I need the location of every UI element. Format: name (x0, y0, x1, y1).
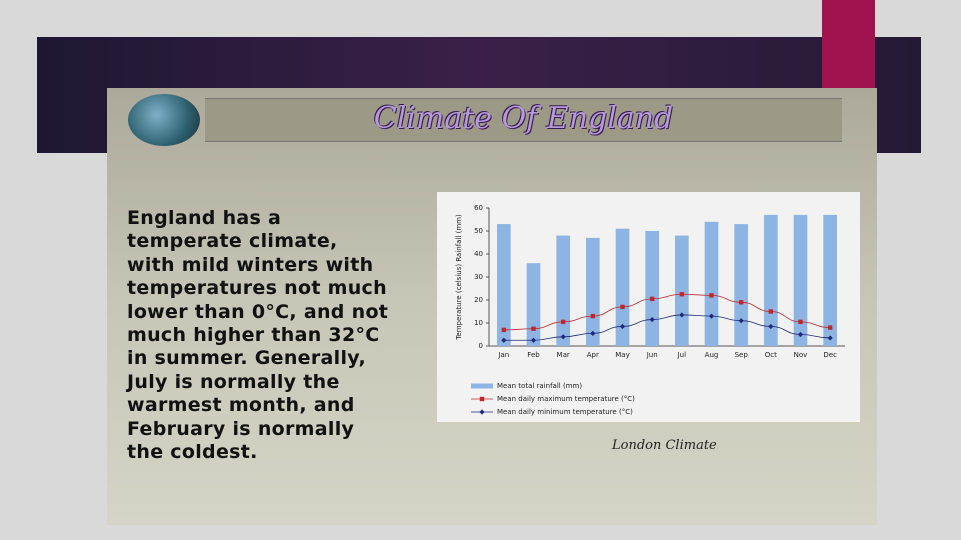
body-line: July is normally the (127, 370, 340, 393)
bar (675, 235, 689, 346)
bar (645, 231, 659, 346)
x-tick-label: Nov (794, 351, 808, 359)
bar (526, 263, 541, 346)
marker (768, 309, 774, 314)
body-line: warmest month, and (127, 394, 355, 417)
x-tick-label: Oct (765, 351, 777, 359)
bar (497, 224, 511, 346)
y-tick-label: 0 (479, 342, 483, 350)
body-line: temperate climate, (127, 230, 338, 253)
x-tick-label: Mar (557, 351, 570, 359)
y-axis-label: Temperature (celsius) Rainfall (mm) (455, 214, 463, 341)
x-tick-label: Jan (497, 351, 509, 359)
marker (560, 319, 566, 325)
body-line: in summer. Generally, (127, 347, 367, 370)
caption: London Climate (612, 438, 717, 453)
line (503, 293, 831, 331)
marker (619, 323, 626, 330)
body-line: temperatures not much (127, 277, 387, 300)
body-line: much higher than 32°C (127, 324, 380, 347)
marker (797, 331, 804, 338)
bar (615, 228, 630, 346)
marker (738, 300, 744, 305)
bar (586, 237, 600, 346)
legend-marker (479, 396, 485, 402)
bar (793, 214, 808, 346)
legend-label: Mean daily minimum temperature (°C) (497, 408, 633, 416)
marker (798, 319, 803, 325)
legend-label: Mean total rainfall (mm) (497, 382, 582, 390)
body-text: England has a temperate climate, with mild… (127, 207, 388, 464)
accent-tab (822, 0, 875, 88)
x-tick-label: Sep (735, 351, 749, 359)
x-tick-label: Feb (527, 351, 540, 359)
line (503, 314, 831, 341)
body-line: England has a (127, 207, 282, 229)
x-tick-label: Jun (646, 351, 658, 359)
bar (704, 221, 719, 346)
marker (827, 335, 833, 341)
body-line: February is normally (127, 417, 355, 440)
marker (501, 337, 507, 343)
marker (649, 296, 655, 302)
chart: Temperature (celsius) Rainfall (mm) 0 10 2… (437, 192, 860, 422)
legend-swatch (471, 383, 493, 389)
legend-marker (479, 409, 485, 415)
x-tick-label: Jul (677, 351, 687, 359)
x-tick-label: May (615, 351, 629, 359)
marker (501, 327, 507, 333)
marker (590, 313, 596, 319)
bar (823, 214, 837, 346)
marker (530, 337, 537, 343)
y-tick-label: 60 (474, 204, 483, 212)
body-line: lower than 0°C, and not (127, 300, 389, 323)
title-banner (205, 98, 842, 142)
y-tick-label: 10 (474, 319, 483, 327)
body-line: with mild winters with (127, 253, 374, 276)
globe-icon (128, 94, 200, 146)
marker (827, 325, 833, 330)
marker (679, 292, 685, 297)
marker (738, 318, 744, 324)
y-tick-label: 40 (474, 250, 483, 258)
x-tick-label: Dec (823, 351, 837, 359)
y-tick-label: 50 (474, 227, 483, 235)
x-tick-label: Apr (587, 351, 599, 359)
bar (764, 214, 778, 346)
x-tick-label: Aug (705, 351, 719, 359)
marker (620, 304, 625, 310)
slide-title: Climate Of England (373, 101, 674, 136)
body-line: the coldest. (127, 441, 258, 464)
bar (556, 235, 570, 346)
marker (768, 323, 774, 330)
y-tick-label: 30 (474, 273, 483, 281)
bar (734, 224, 748, 346)
marker (709, 293, 714, 298)
marker (531, 326, 536, 331)
y-tick-label: 20 (474, 296, 483, 304)
legend-label: Mean daily maximum temperature (°C) (497, 395, 635, 403)
